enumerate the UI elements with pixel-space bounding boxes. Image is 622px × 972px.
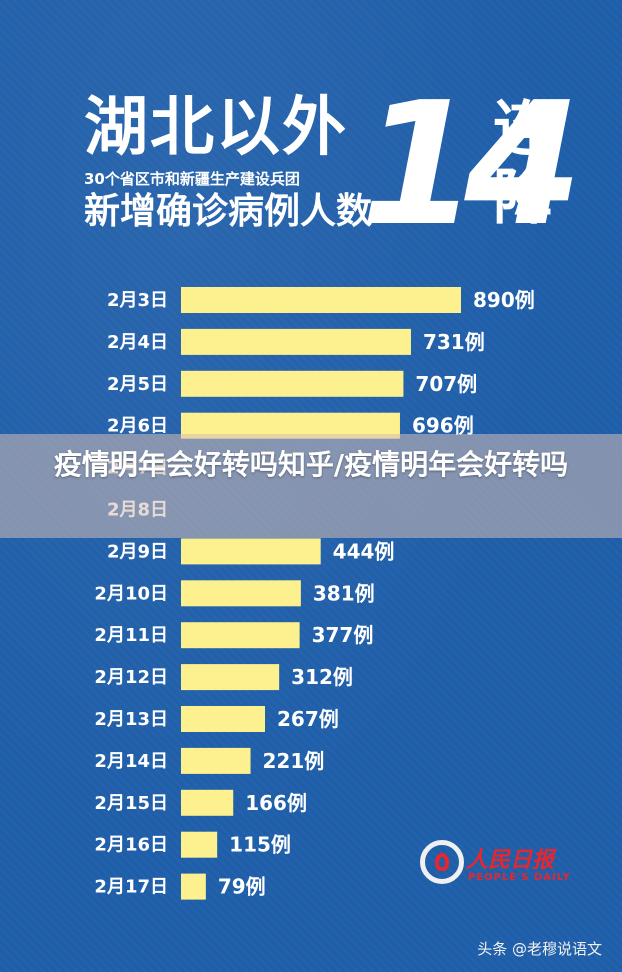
- bar: [181, 831, 218, 858]
- value-label: 381例: [313, 581, 375, 605]
- bar: [181, 873, 206, 900]
- value-label: 444例: [333, 539, 395, 563]
- peoples-daily-logo: 人民日报 PEOPLE'S DAILY: [420, 840, 580, 892]
- bar-chart: 2月3日890例2月4日731例2月5日707例2月6日696例2月7日2月8日…: [94, 287, 535, 900]
- category-label: 2月5日: [107, 374, 168, 395]
- category-label: 2月16日: [94, 835, 168, 856]
- value-label: 115例: [229, 833, 291, 857]
- category-label: 2月3日: [107, 290, 168, 311]
- value-label: 312例: [291, 665, 353, 689]
- bar: [181, 287, 461, 313]
- category-label: 2月15日: [94, 793, 168, 814]
- at-sign-icon: [420, 840, 464, 884]
- big-number: 14: [360, 66, 583, 264]
- bar: [181, 370, 404, 397]
- bar: [181, 706, 265, 732]
- category-label: 2月11日: [94, 625, 168, 646]
- title-subtitle: 30个省区市和新疆生产建设兵团: [84, 170, 300, 188]
- bar: [181, 789, 234, 816]
- value-label: 696例: [412, 414, 474, 438]
- watermark: 头条 @老穆说语文: [477, 940, 602, 958]
- category-label: 2月13日: [94, 709, 168, 730]
- article-title-overlay: [0, 434, 622, 538]
- value-label: 731例: [423, 330, 485, 354]
- article-title-text: 疫情明年会好转吗知乎/疫情明年会好转吗: [53, 448, 569, 481]
- title-line3: 新增确诊病例人数: [84, 191, 373, 232]
- value-label: 377例: [312, 623, 374, 647]
- value-label: 221例: [263, 749, 325, 773]
- value-label: 79例: [218, 875, 266, 899]
- category-label: 2月14日: [94, 751, 168, 772]
- logo-cn-text: 人民日报: [466, 848, 555, 873]
- value-label: 166例: [245, 791, 307, 815]
- value-label: 890例: [473, 288, 535, 312]
- bar: [181, 664, 280, 691]
- category-label: 2月12日: [94, 667, 168, 688]
- category-label: 2月17日: [94, 877, 168, 898]
- category-label: 2月4日: [107, 332, 168, 353]
- logo-en-text: PEOPLE'S DAILY: [468, 872, 571, 883]
- big-suffix: 连 降: [488, 96, 558, 232]
- big-suffix-char-1: 连: [493, 95, 553, 165]
- category-label: 2月10日: [94, 583, 168, 604]
- big-suffix-char-2: 降: [493, 163, 553, 233]
- category-label: 2月6日: [107, 416, 168, 437]
- bar: [181, 580, 301, 607]
- title-main: 湖北以外: [84, 91, 348, 165]
- bar: [181, 747, 251, 774]
- value-label: 707例: [415, 372, 477, 396]
- bar: [181, 622, 300, 649]
- bar: [181, 328, 411, 355]
- bar: [181, 538, 321, 565]
- value-label: 267例: [277, 707, 339, 731]
- category-label: 2月9日: [107, 541, 168, 562]
